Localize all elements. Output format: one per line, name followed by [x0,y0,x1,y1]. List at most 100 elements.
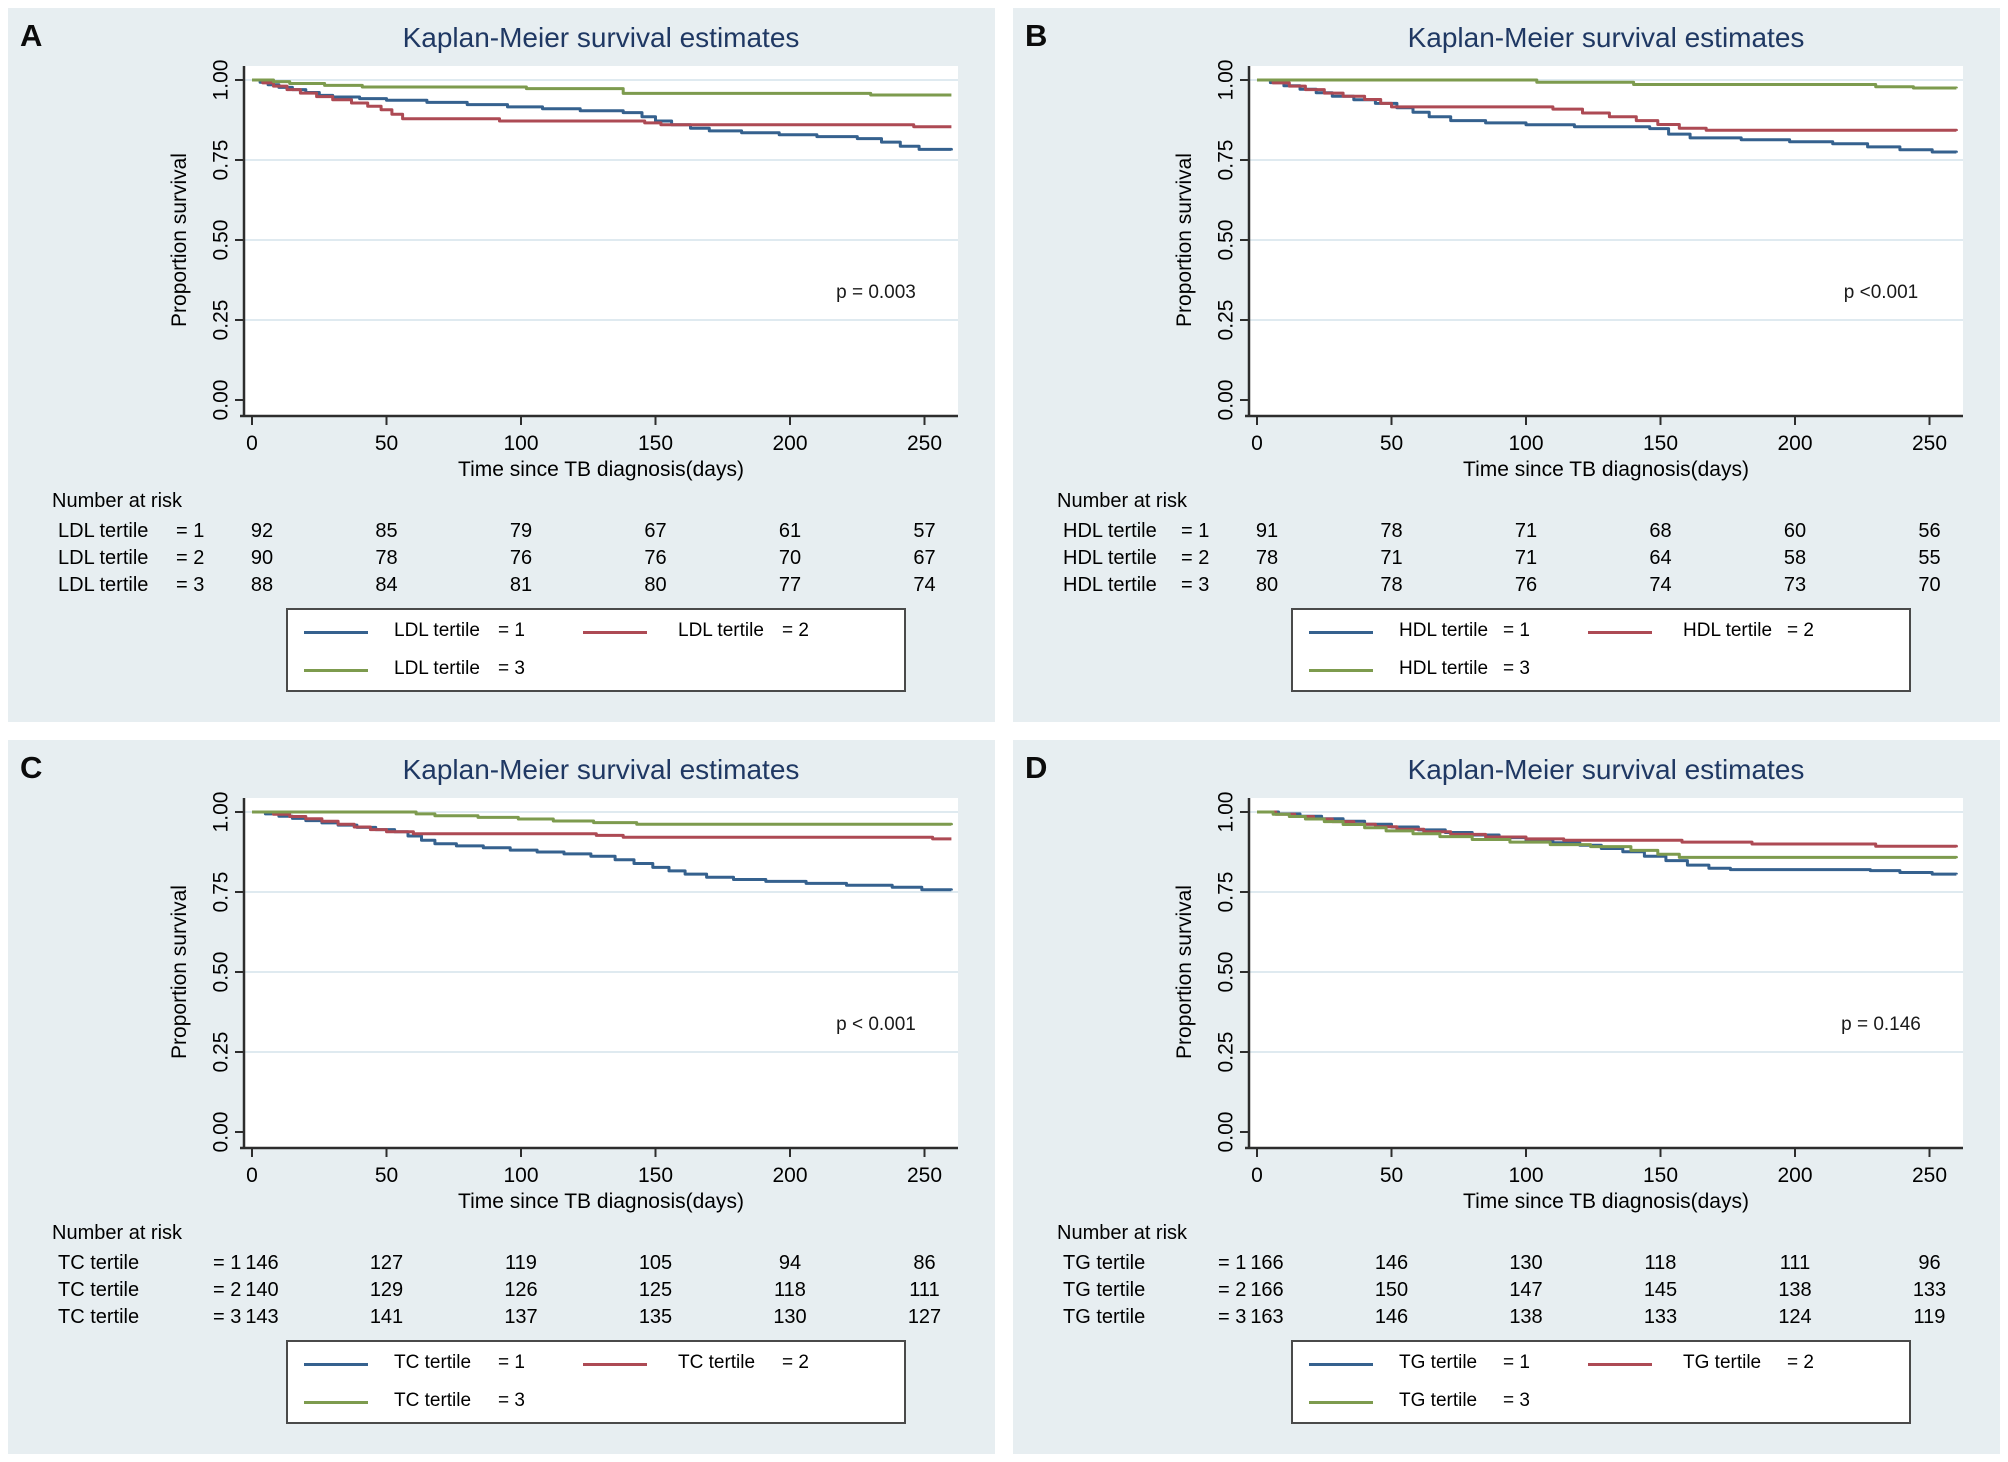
legend-item-group: = 1 [1503,620,1530,641]
y-tick-label: 0.50 [1215,220,1238,261]
legend-item-group: = 2 [782,620,809,641]
legend-item-label: TG tertile [1683,1352,1762,1373]
km-panel-a: A Kaplan-Meier survival estimates 0.00 0.… [8,8,995,722]
panel-letter: B [1025,18,1049,53]
survival-curve-tertile1 [252,810,953,892]
y-tick-label: 0.75 [1215,872,1238,913]
y-tick-label: 0.25 [210,1032,233,1073]
legend-item-label: TC tertile [678,1352,756,1373]
y-tick-label: 0.75 [1215,140,1238,181]
survival-curve-tertile3 [1257,78,1958,90]
km-plot: 0.00 0.25 0.50 0.75 1.00 0 50 100 150 200 250 Time … [1173,60,1963,481]
legend-item-label: HDL tertile [1683,620,1773,641]
legend-item-label: TC tertile [394,1352,472,1373]
y-axis-title: Proportion survival [168,885,191,1059]
p-value-label: p <0.001 [1844,282,1919,303]
x-axis-title: Time since TB diagnosis(days) [458,1190,744,1213]
legend-line-swatch [304,631,368,634]
x-axis-title: Time since TB diagnosis(days) [458,458,744,481]
p-value-label: p = 0.146 [1841,1014,1921,1035]
legend-item-group: = 3 [498,1390,525,1411]
y-axis-title: Proportion survival [168,153,191,327]
km-plot: 0.00 0.25 0.50 0.75 1.00 0 50 100 150 200 250 Time … [168,60,958,481]
y-tick-label: 1.00 [210,792,233,833]
y-tick-label: 0.50 [1215,952,1238,993]
x-tick-label: 150 [1643,432,1678,455]
y-tick-label: 1.00 [210,60,233,101]
survival-curve-tertile2 [1257,810,1958,848]
legend-line-swatch [1588,631,1652,634]
x-tick-label: 100 [1508,1164,1543,1187]
km-panel-c: C Kaplan-Meier survival estimates 0.00 0.… [8,740,995,1454]
y-tick-label: 0.00 [1215,380,1238,421]
y-tick-label: 0.00 [210,380,233,421]
survival-curve-tertile3 [252,810,953,826]
legend-item-group: = 1 [1503,1352,1530,1373]
survival-curve-tertile1 [1257,78,1958,154]
chart-title: Kaplan-Meier survival estimates [1407,754,1805,785]
survival-curve-tertile2 [252,810,952,841]
y-tick-label: 1.00 [1215,60,1238,101]
x-tick-label: 50 [375,432,398,455]
chart-legend: LDL tertile = 1 LDL tertile = 2 LDL tertile =… [286,608,906,692]
survival-curve-tertile3 [1257,810,1958,859]
chart-title: Kaplan-Meier survival estimates [402,754,800,785]
legend-item-group: = 3 [1503,1390,1530,1411]
y-tick-label: 0.25 [1215,1032,1238,1073]
x-tick-label: 50 [375,1164,398,1187]
legend-line-swatch [1309,1401,1373,1404]
panel-letter: C [20,750,44,785]
legend-item-label: TG tertile [1399,1352,1478,1373]
legend-line-swatch [1309,631,1373,634]
legend-item-label: HDL tertile [1399,620,1489,641]
y-tick-label: 0.00 [210,1112,233,1153]
legend-item-label: LDL tertile [394,658,480,679]
p-value-label: p < 0.001 [836,1014,916,1035]
y-tick-label: 0.25 [1215,300,1238,341]
panel-letter: D [1025,750,1049,785]
x-tick-label: 0 [246,432,258,455]
km-panel-b: B Kaplan-Meier survival estimates 0.00 0.… [1013,8,2000,722]
legend-line-swatch [583,1363,647,1366]
x-tick-label: 250 [907,432,942,455]
x-tick-label: 250 [907,1164,942,1187]
x-tick-label: 100 [503,1164,538,1187]
x-tick-label: 250 [1912,1164,1947,1187]
x-tick-label: 200 [1777,432,1812,455]
x-tick-label: 0 [1251,432,1263,455]
survival-curve-tertile2 [1257,78,1958,132]
chart-title: Kaplan-Meier survival estimates [1407,22,1805,53]
y-tick-label: 0.50 [210,220,233,261]
x-axis-title: Time since TB diagnosis(days) [1463,458,1749,481]
legend-item-group: = 3 [1503,658,1530,679]
x-tick-label: 100 [503,432,538,455]
legend-item-label: LDL tertile [678,620,764,641]
legend-line-swatch [583,631,647,634]
chart-legend: TG tertile = 1 TG tertile = 2 TG tertile = 3 [1291,1340,1911,1424]
x-tick-label: 200 [772,432,807,455]
chart-legend: TC tertile = 1 TC tertile = 2 TC tertile = 3 [286,1340,906,1424]
survival-curve-tertile1 [252,78,953,151]
legend-item-label: TG tertile [1399,1390,1478,1411]
x-tick-label: 100 [1508,432,1543,455]
legend-item-group: = 1 [498,620,525,641]
panel-letter: A [20,18,44,53]
x-tick-label: 50 [1380,432,1403,455]
p-value-label: p = 0.003 [836,282,916,303]
x-tick-label: 50 [1380,1164,1403,1187]
legend-line-swatch [304,669,368,672]
y-tick-label: 0.75 [210,872,233,913]
y-tick-label: 0.25 [210,300,233,341]
x-tick-label: 150 [638,432,673,455]
x-tick-label: 150 [638,1164,673,1187]
km-panel-d: D Kaplan-Meier survival estimates 0.00 0.… [1013,740,2000,1454]
legend-item-group: = 2 [782,1352,809,1373]
survival-curve-tertile2 [252,78,952,129]
x-tick-label: 250 [1912,432,1947,455]
legend-line-swatch [1309,1363,1373,1366]
x-tick-label: 200 [772,1164,807,1187]
x-tick-label: 0 [246,1164,258,1187]
y-tick-label: 1.00 [1215,792,1238,833]
legend-item-group: = 2 [1787,620,1814,641]
